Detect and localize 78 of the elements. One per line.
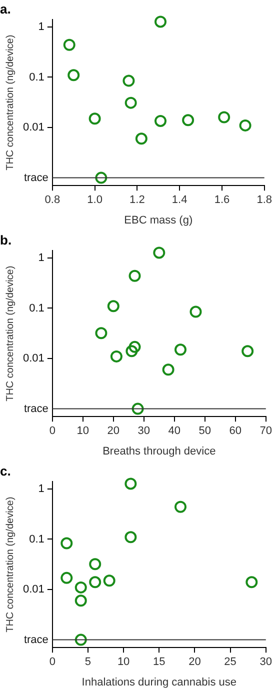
point [74,594,87,607]
x-tick-label: 1.6 [214,194,230,206]
x-tick-label: 25 [224,656,236,668]
x-axis-title: Breaths through device [102,445,216,458]
point [88,112,101,125]
point [110,350,122,362]
point [124,96,137,109]
point [239,119,252,132]
x-tick-label: 10 [117,656,130,668]
chart-title: b. [0,232,12,248]
x-tick-label: 0.8 [44,194,60,206]
x-tick-label: 30 [138,425,150,438]
ref-line-label: trace [24,402,48,415]
point [162,364,174,376]
x-tick-label: 0 [49,425,56,438]
y-tick-label: 0.1 [29,533,44,546]
point [174,500,186,513]
x-tick-label: 60 [229,425,242,438]
point [153,246,166,259]
point [89,576,102,588]
ref-line-label: trace [24,634,48,646]
chart-title: c. [0,463,11,478]
point [95,327,108,340]
point [128,270,141,282]
x-axis-title: Inhalations during cannabis use [82,676,237,688]
point [246,576,258,588]
point [135,132,148,145]
point [95,172,108,184]
point [218,111,230,124]
x-tick-label: 20 [107,425,120,438]
point [174,344,186,356]
point [89,558,102,570]
point [74,634,87,646]
point [190,306,202,318]
y-tick-label: 1 [38,20,44,33]
x-tick-label: 0 [49,656,56,668]
x-tick-label: 50 [198,425,212,438]
x-tick-label: 30 [260,656,272,668]
point [107,300,120,312]
x-tick-label: 1.2 [130,194,145,206]
x-axis-title: EBC mass (g) [124,214,193,226]
y-tick-label: 0.01 [22,352,44,365]
point [154,114,166,127]
y-tick-label: 1 [38,252,44,264]
point [124,531,137,544]
point [60,537,73,550]
x-tick-label: 1.0 [87,194,102,206]
point [182,114,194,126]
x-tick-label: 15 [153,656,166,668]
point [60,572,73,584]
x-tick-label: 10 [76,425,90,438]
y-tick-label: 0.01 [22,584,44,596]
point [132,402,144,415]
point [124,478,137,490]
point [122,74,135,87]
point [63,38,76,51]
y-tick-label: 1 [38,482,44,495]
point [128,340,141,353]
y-axis-title: THC concentration (ng/device) [4,266,16,402]
y-axis-title: THC concentration (ng/device) [4,496,16,632]
point [126,345,138,358]
point [103,574,116,587]
point [74,581,87,594]
y-axis-title: THC concentration (ng/device) [4,34,16,170]
point [68,69,80,82]
x-tick-label: 1.4 [172,194,188,206]
y-tick-label: 0.01 [22,122,44,134]
x-tick-label: 70 [260,425,272,438]
x-tick-label: 40 [168,425,181,438]
x-tick-label: 5 [84,656,92,668]
chart-title: a. [0,1,11,16]
y-tick-label: 0.1 [29,71,44,84]
ref-line-label: trace [24,172,48,184]
y-tick-label: 0.1 [29,302,44,314]
point [242,345,254,358]
x-tick-label: 1.8 [256,194,272,206]
point [154,16,166,28]
x-tick-label: 20 [188,656,201,668]
